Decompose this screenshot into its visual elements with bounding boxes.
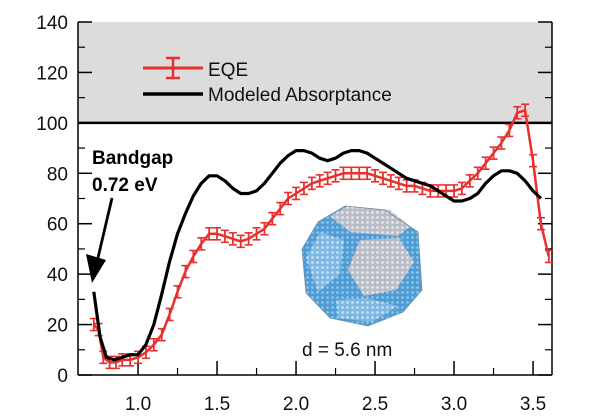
data-point (521, 103, 530, 118)
data-point (450, 184, 459, 198)
data-point (544, 249, 553, 264)
data-point (228, 232, 237, 246)
data-point (284, 191, 293, 206)
y-tick-label: 0 (57, 366, 68, 387)
legend-label-eqe: EQE (208, 60, 248, 81)
data-point (213, 227, 222, 241)
data-point (292, 186, 301, 201)
data-point (244, 232, 253, 246)
series-eqe (89, 103, 553, 370)
data-point (307, 176, 316, 191)
data-point (481, 156, 490, 170)
legend-item-eqe: EQE (143, 56, 248, 81)
data-point (236, 234, 245, 249)
y-tick-label: 140 (36, 13, 68, 34)
data-point (181, 264, 190, 279)
data-point (149, 337, 158, 352)
data-point (465, 174, 474, 188)
data-point (529, 153, 538, 168)
legend: EQE Modeled Absorptance (143, 56, 392, 106)
data-point (386, 174, 395, 188)
nanocrystal-image (301, 205, 423, 327)
data-point (157, 327, 166, 342)
data-point (315, 174, 324, 188)
data-point (197, 237, 206, 251)
data-point (252, 227, 261, 241)
data-point (513, 105, 522, 120)
series-line (92, 109, 551, 364)
data-point (323, 171, 332, 186)
bandgap-label: Bandgap (92, 148, 173, 169)
y-tick-label: 20 (47, 316, 68, 337)
legend-item-modeled-absorptance: Modeled Absorptance (143, 85, 392, 106)
data-point (165, 307, 174, 322)
x-tick-label: 2.5 (362, 394, 388, 415)
data-point (220, 229, 229, 244)
nanocrystal-size-label: d = 5.6 nm (302, 340, 392, 361)
series-modeled-absorptance (92, 149, 543, 362)
x-tick-label: 1.0 (125, 394, 151, 415)
data-point (268, 211, 277, 226)
y-tick-label: 100 (36, 114, 68, 135)
data-point (339, 166, 348, 181)
data-point (355, 166, 364, 181)
bandgap-value: 0.72 eV (92, 175, 158, 196)
x-tick-label: 2.0 (283, 394, 309, 415)
data-point (189, 249, 198, 264)
data-point (347, 166, 356, 181)
data-point (260, 221, 269, 236)
data-point (497, 136, 506, 150)
data-point (173, 284, 182, 299)
bandgap-annotation: Bandgap 0.72 eV (86, 148, 173, 283)
shaded-region (78, 22, 552, 123)
data-point (276, 201, 285, 216)
data-point (489, 146, 498, 160)
y-tick-label: 40 (47, 265, 68, 286)
data-point (457, 181, 466, 196)
x-tick-label: 1.5 (204, 394, 230, 415)
data-point (378, 171, 387, 186)
data-point (331, 169, 340, 183)
bandgap-arrow (95, 197, 114, 263)
y-tick-label: 80 (47, 164, 68, 185)
data-point (505, 123, 514, 138)
y-tick-label: 120 (36, 63, 68, 84)
data-point (536, 216, 545, 231)
data-point (205, 227, 214, 241)
x-tick-label: 3.5 (520, 394, 546, 415)
y-tick-label: 60 (47, 215, 68, 236)
legend-label-modeled-absorptance: Modeled Absorptance (208, 85, 392, 106)
data-point (363, 166, 372, 181)
data-point (371, 169, 380, 183)
series-line (92, 149, 543, 362)
data-point (394, 176, 403, 191)
data-point (473, 166, 482, 181)
x-tick-label: 3.0 (441, 394, 467, 415)
data-point (299, 181, 308, 196)
bandgap-arrowhead (86, 254, 106, 283)
